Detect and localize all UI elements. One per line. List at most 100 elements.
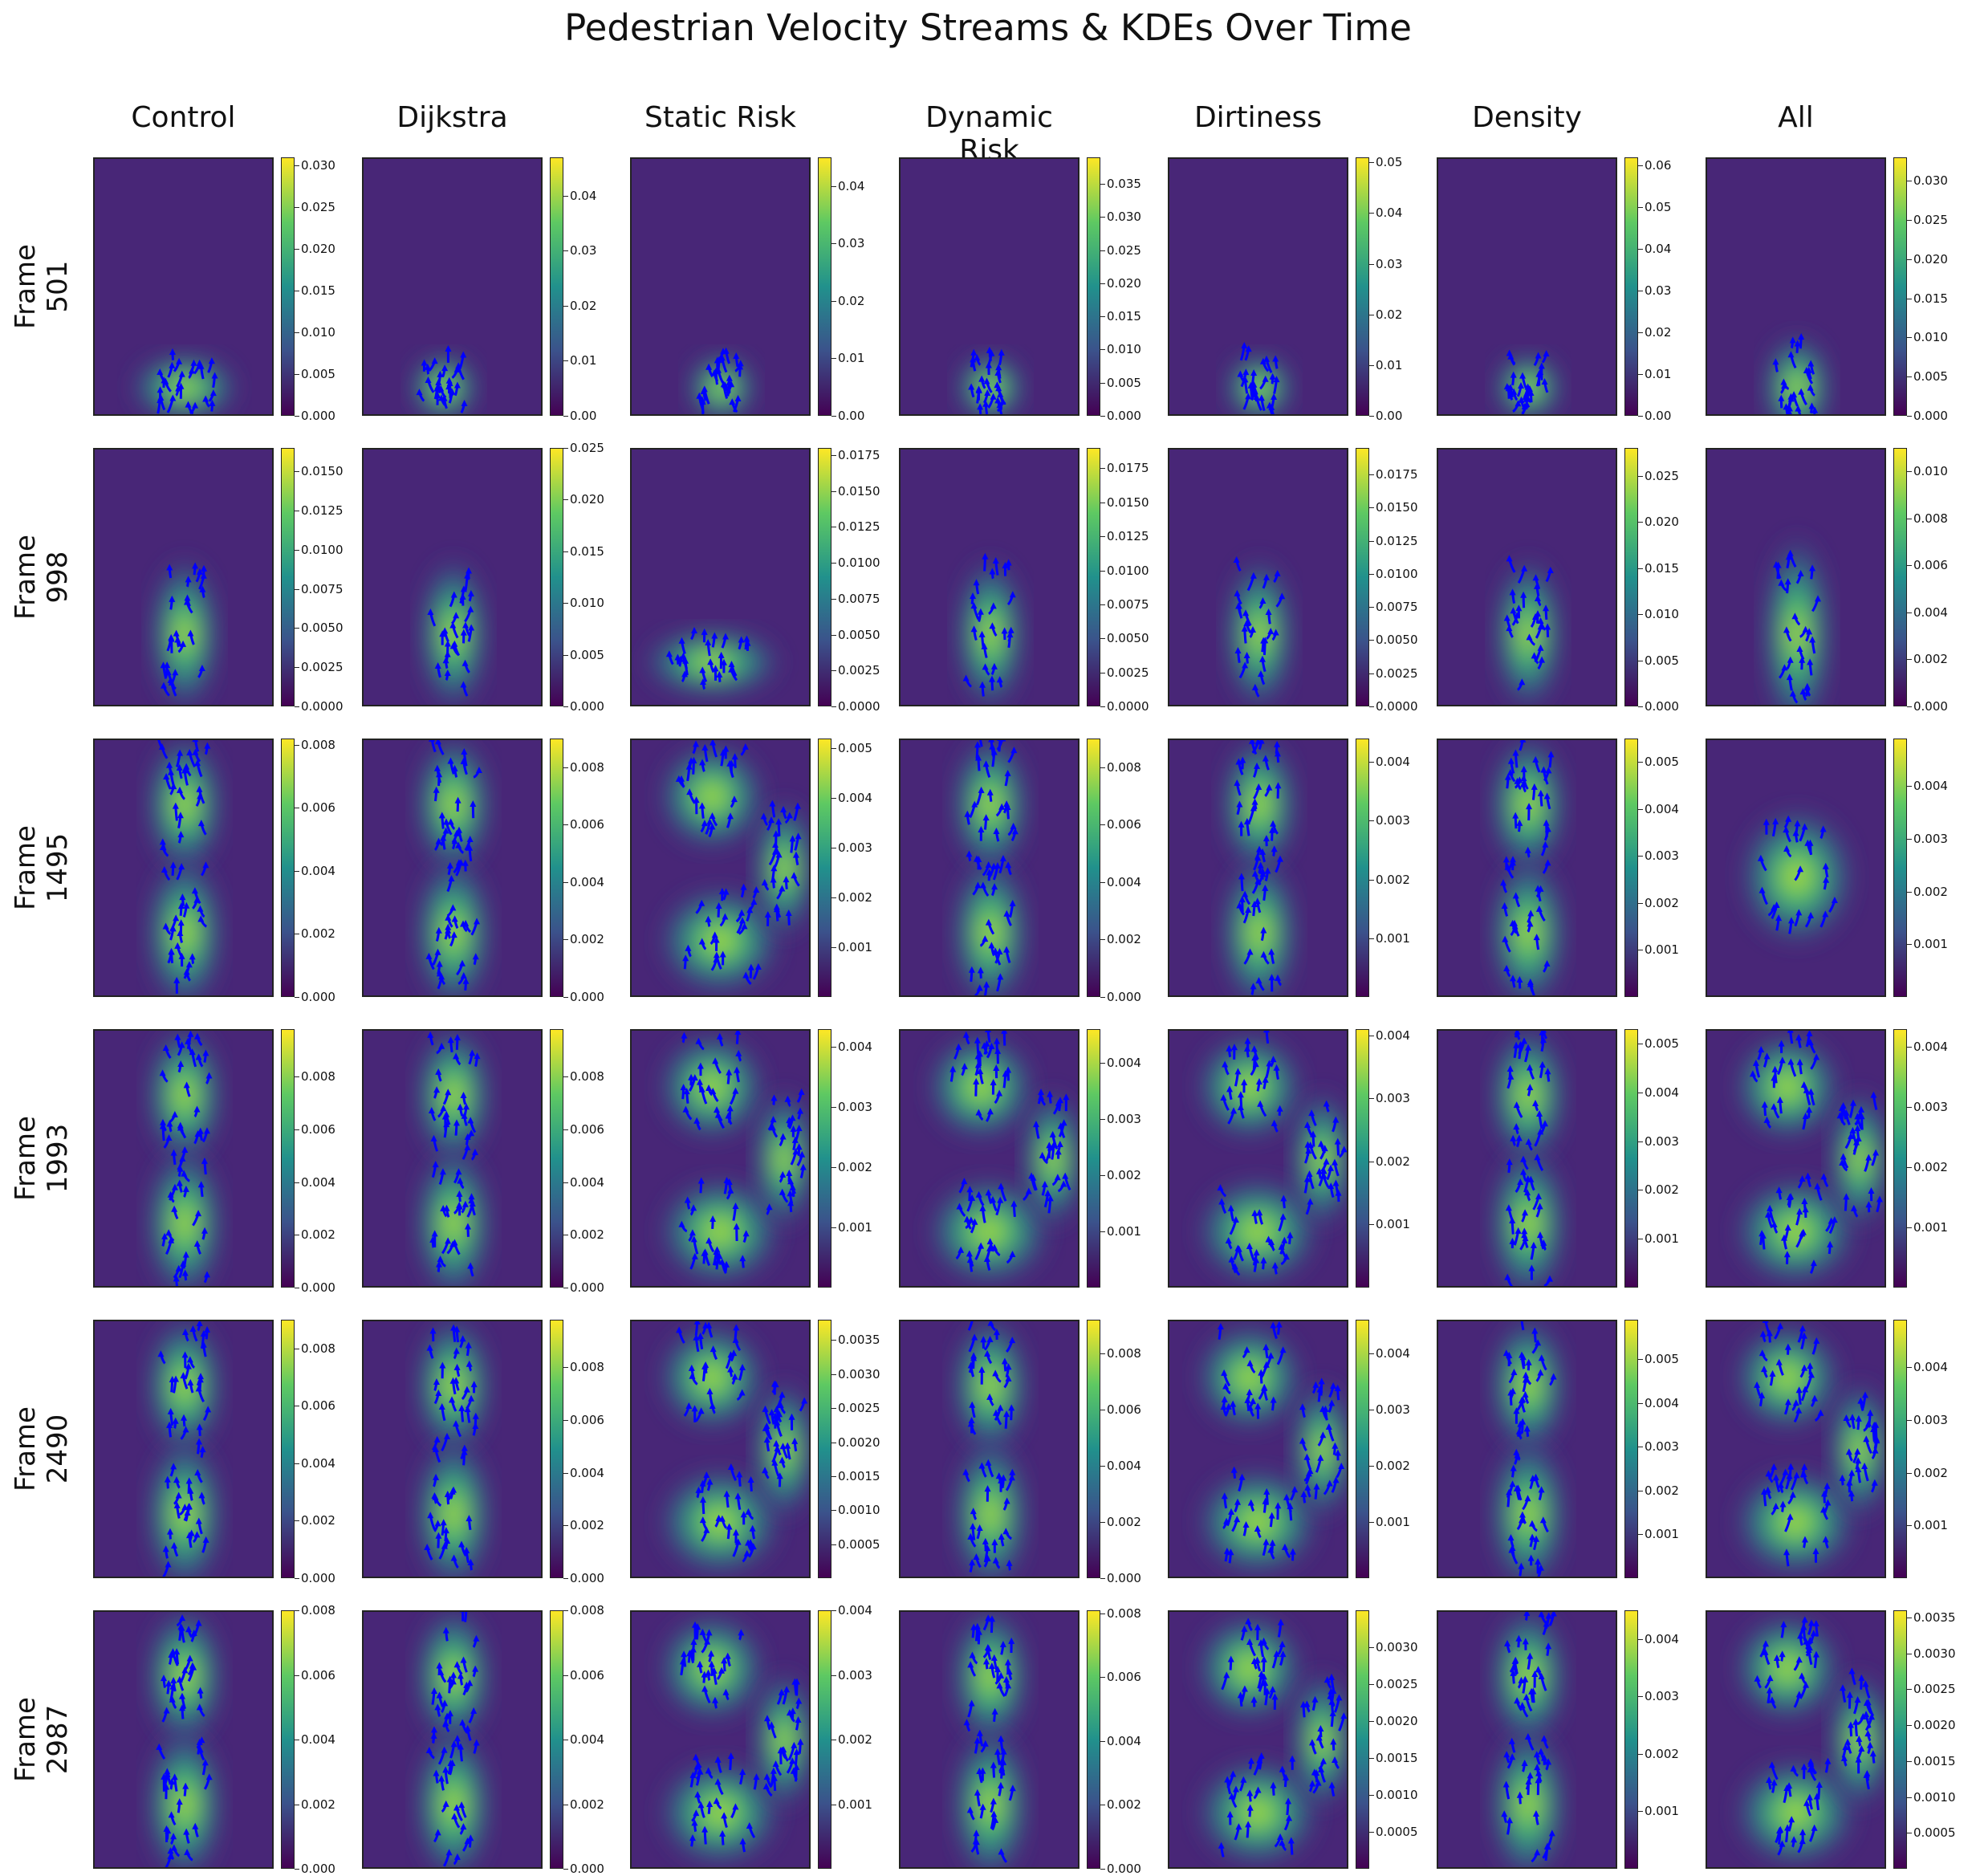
stream-arrowhead xyxy=(977,966,984,974)
stream-arrowhead xyxy=(986,1244,994,1251)
velocity-streams xyxy=(1504,1031,1553,1286)
stream-arrowhead xyxy=(994,397,1002,404)
stream-arrowhead xyxy=(195,1517,202,1524)
velocity-streams xyxy=(963,1614,1016,1863)
colorbar-tick xyxy=(831,1544,836,1545)
stream-arrowhead xyxy=(1262,1497,1269,1504)
stream-arrowhead xyxy=(750,1543,757,1550)
stream-arrowhead xyxy=(1543,604,1550,612)
stream-arrowhead xyxy=(1241,1625,1248,1632)
stream-arrowhead xyxy=(1544,859,1551,866)
kde-panel xyxy=(362,1610,543,1869)
stream-arrowhead xyxy=(705,1767,712,1774)
stream-arrowhead xyxy=(973,1553,980,1561)
stream-arrowhead xyxy=(713,936,720,943)
stream-arrowhead xyxy=(773,905,780,913)
stream-arrowhead xyxy=(681,1032,688,1039)
stream-arrowhead xyxy=(468,1394,475,1402)
kde-panel xyxy=(362,448,543,706)
kde-density-blob xyxy=(1488,1143,1568,1286)
stream-arrowhead xyxy=(690,626,697,633)
stream-arrowhead xyxy=(685,1402,693,1410)
stream-arrowhead xyxy=(1268,1512,1275,1519)
colorbar-tick-label: 0.008 xyxy=(570,1603,604,1618)
stream-arrowhead xyxy=(1787,917,1795,924)
stream-arrowhead xyxy=(686,788,693,796)
stream-arrowhead xyxy=(1528,1520,1535,1527)
colorbar-tick xyxy=(295,870,299,872)
stream-arrowhead xyxy=(982,760,990,767)
colorbar-tick-label: 0.0075 xyxy=(838,591,880,606)
stream-arrowhead xyxy=(1855,1457,1862,1464)
colorbar-tick-label: 0.010 xyxy=(1913,330,1948,345)
stream-arrowhead xyxy=(1245,1618,1252,1625)
stream-arrowhead xyxy=(196,1738,203,1745)
stream-arrowhead xyxy=(1256,1756,1263,1764)
stream-arrowhead xyxy=(982,400,990,407)
stream-arrowhead xyxy=(978,786,985,793)
colorbar-tick xyxy=(295,706,299,707)
colorbar-tick xyxy=(563,448,568,449)
colorbar-tick-label: 0.001 xyxy=(1645,942,1679,958)
stream-arrowhead xyxy=(1004,803,1011,810)
stream-arrowhead xyxy=(1274,750,1281,757)
colorbar-tick-label: 0.0150 xyxy=(1107,494,1149,510)
stream-arrowhead xyxy=(998,1533,1005,1540)
stream-arrowhead xyxy=(983,1658,990,1665)
stream-arrowhead xyxy=(1797,569,1804,576)
stream-arrowhead xyxy=(712,665,719,672)
stream-arrowhead xyxy=(742,1230,750,1237)
stream-arrowhead xyxy=(192,740,199,743)
colorbar-tick xyxy=(1369,820,1374,822)
stream-arrowhead xyxy=(470,1707,478,1714)
stream-arrowhead xyxy=(735,1049,742,1056)
stream-arrowhead xyxy=(1260,1673,1267,1680)
colorbar-tick-label: 0.0015 xyxy=(1376,1751,1418,1765)
stream-arrowhead xyxy=(1779,1056,1786,1064)
colorbar-tick xyxy=(831,1167,836,1169)
stream-arrowhead xyxy=(979,1767,986,1774)
stream-arrowhead xyxy=(990,1196,997,1203)
stream-arrowhead xyxy=(1238,873,1245,880)
stream-arrowhead xyxy=(165,1679,173,1687)
stream-arrowhead xyxy=(164,661,171,669)
stream-arrowhead xyxy=(779,1133,787,1140)
velocity-streams xyxy=(962,552,1016,697)
stream-arrowhead xyxy=(763,1436,770,1443)
stream-arrowhead xyxy=(186,749,193,756)
velocity-streams xyxy=(1501,1612,1557,1863)
colorbar-tick xyxy=(1100,881,1105,883)
velocity-streams xyxy=(1503,555,1554,691)
stream-arrowhead xyxy=(467,1262,474,1269)
stream-arrowhead xyxy=(196,1321,203,1327)
stream-arrowhead xyxy=(680,1084,687,1091)
colorbar-tick-label: 0.005 xyxy=(1645,653,1679,668)
stream-arrowhead xyxy=(1771,1103,1778,1110)
stream-arrowhead xyxy=(1506,1488,1513,1496)
colorbar-tick xyxy=(831,670,836,672)
stream-arrowhead xyxy=(976,1729,983,1736)
stream-arrowhead xyxy=(455,1168,462,1175)
stream-arrowhead xyxy=(439,1361,446,1369)
stream-arrowhead xyxy=(793,1763,800,1770)
stream-arrowhead xyxy=(1340,1712,1347,1719)
stream-arrowhead xyxy=(1279,592,1286,600)
stream-arrowhead xyxy=(445,926,452,934)
stream-arrowhead xyxy=(1505,1204,1512,1211)
stream-arrowhead xyxy=(1315,1734,1323,1741)
stream-arrowhead xyxy=(727,1463,734,1471)
colorbar-tick-label: 0.001 xyxy=(838,1797,872,1812)
stream-arrowhead xyxy=(1867,1741,1874,1748)
stream-arrowhead xyxy=(701,1248,709,1255)
stream-arrowhead xyxy=(1806,1106,1813,1113)
stream-arrowhead xyxy=(1046,1141,1053,1149)
stream-arrowhead xyxy=(982,552,989,560)
stream-arrowhead xyxy=(1535,1339,1542,1346)
stream-arrowhead xyxy=(473,1739,480,1746)
colorbar-tick-label: 0.005 xyxy=(1107,375,1141,390)
kde-density-blob xyxy=(656,1756,784,1867)
stream-arrowhead xyxy=(1518,1516,1525,1524)
colorbar-tick xyxy=(1907,1167,1912,1169)
colorbar-tick-label: 0.005 xyxy=(1645,755,1679,770)
stream-arrowhead xyxy=(773,1406,780,1413)
